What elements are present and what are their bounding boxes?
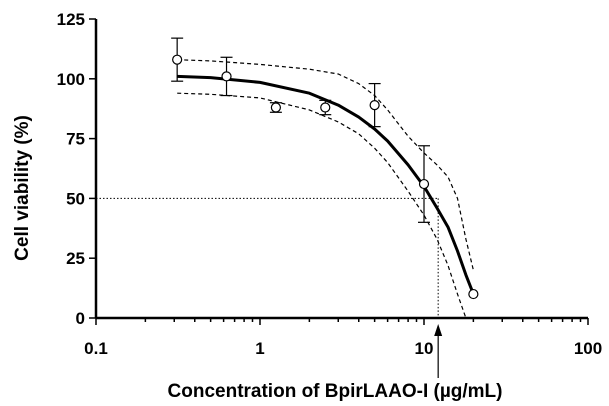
- data-marker: [221, 71, 232, 82]
- y-tick-label: 0: [76, 309, 85, 328]
- ci-lower-line: [177, 92, 467, 319]
- fit-curve: [177, 74, 475, 295]
- data-marker: [418, 178, 430, 190]
- y-tick-label: 75: [66, 130, 85, 149]
- ic50-reference-lines: [96, 197, 439, 318]
- y-axis-title: Cell viability (%): [12, 115, 33, 261]
- data-point: [220, 56, 233, 97]
- x-ticks: 0.1 1 10 100: [84, 318, 602, 358]
- data-point: [418, 145, 430, 223]
- y-tick-label: 50: [66, 189, 85, 208]
- ic50-arrow: [434, 324, 443, 378]
- data-marker: [320, 102, 331, 113]
- data-marker: [468, 288, 479, 300]
- data-marker: [369, 100, 380, 111]
- data-marker: [172, 54, 183, 65]
- x-axis-title: Concentration of BpirLAAO-I (µg/mL): [168, 381, 503, 402]
- y-tick-label: 25: [66, 249, 85, 268]
- ci-upper-line: [177, 59, 474, 271]
- data-point: [468, 288, 479, 300]
- x-tick-label: 0.1: [84, 339, 108, 358]
- data-point: [319, 99, 332, 116]
- data-points: [171, 37, 479, 300]
- data-marker: [270, 102, 281, 113]
- x-tick-label: 100: [574, 339, 602, 358]
- axes: [94, 19, 588, 320]
- y-tick-label: 125: [57, 10, 85, 29]
- x-tick-label: 10: [415, 339, 434, 358]
- ic50-arrow-head: [434, 324, 443, 336]
- data-point: [368, 82, 381, 128]
- confidence-band: [177, 59, 474, 319]
- fit-curve-layer: [177, 74, 475, 295]
- y-tick-label: 100: [57, 70, 85, 89]
- data-point: [171, 37, 184, 82]
- data-point: [269, 102, 282, 113]
- y-ticks: 0 25 50 75 100 125: [57, 10, 96, 328]
- x-tick-label: 1: [255, 339, 264, 358]
